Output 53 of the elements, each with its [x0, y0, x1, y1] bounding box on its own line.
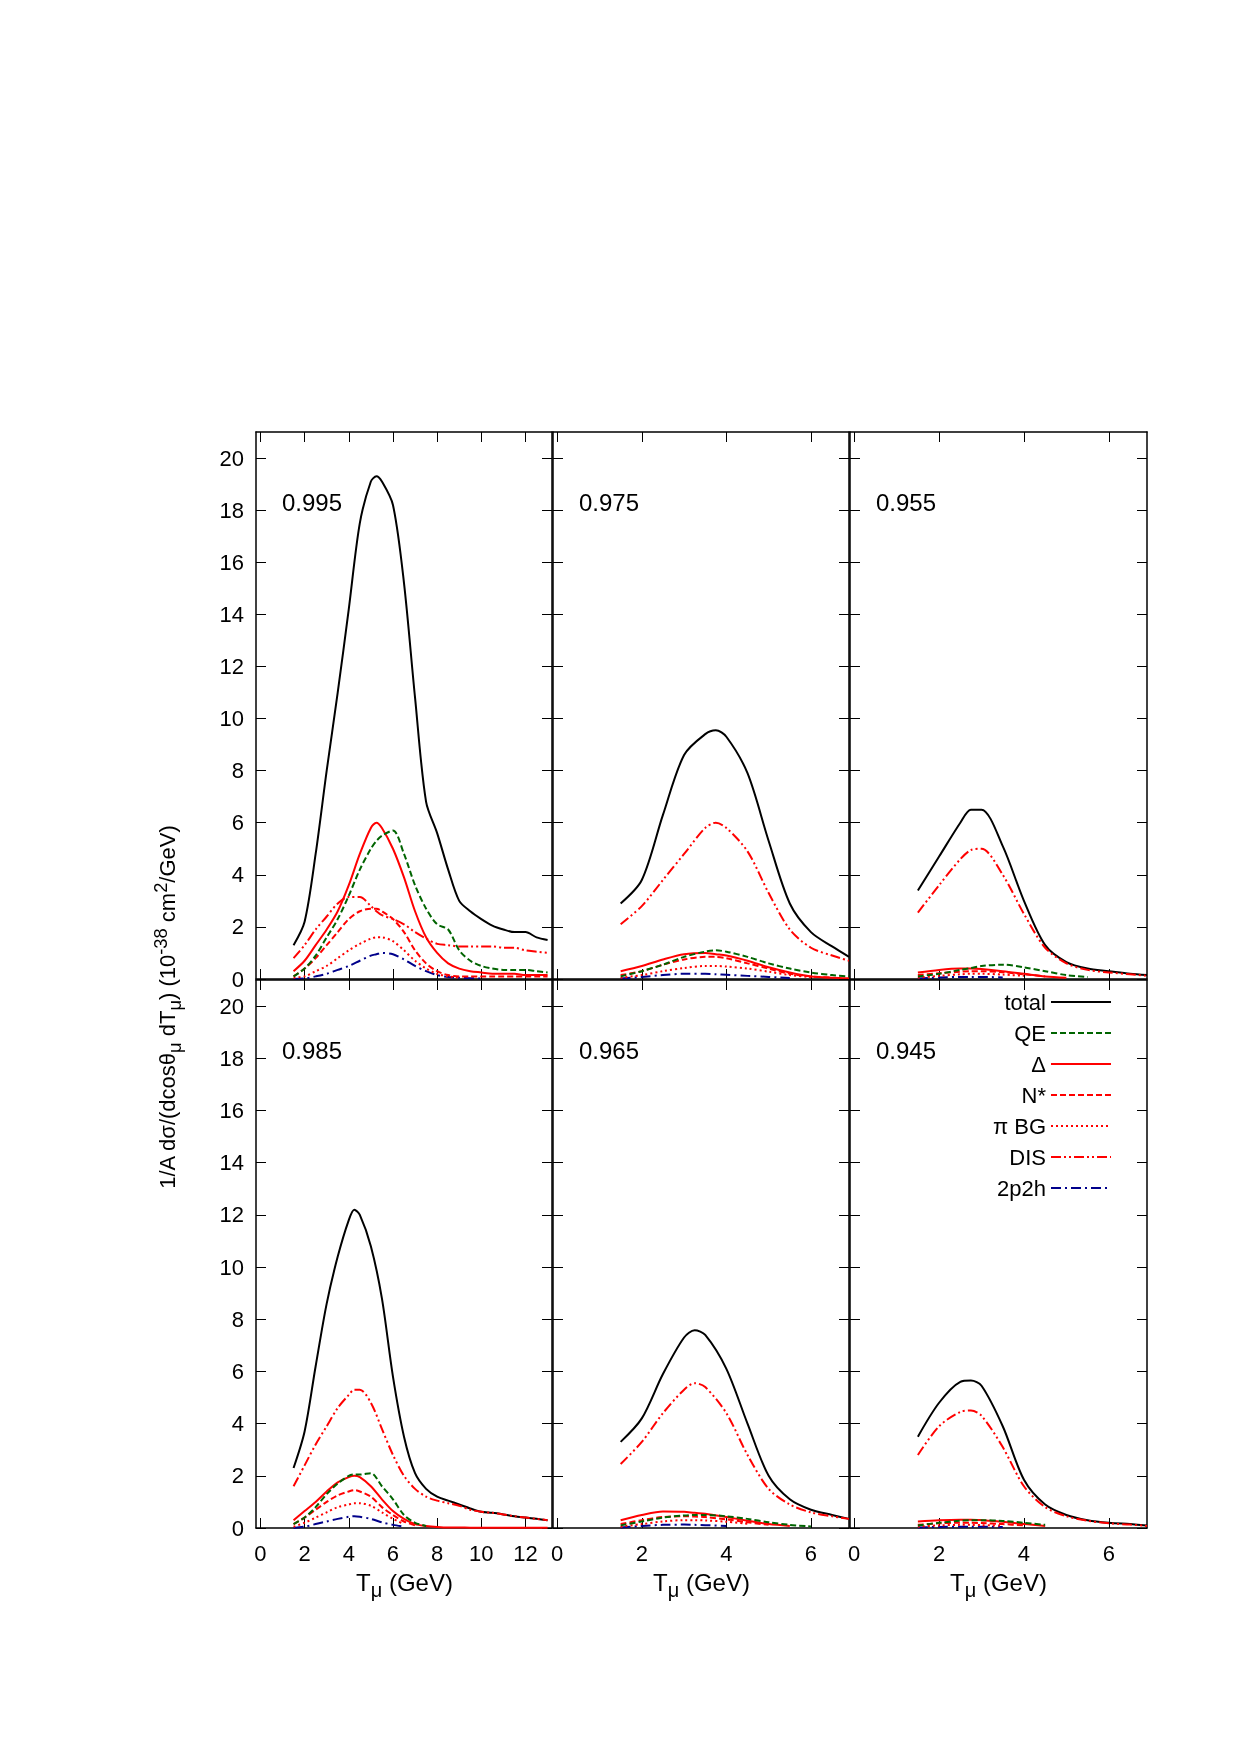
y-tick-label: 12: [219, 1201, 244, 1227]
y-tick-label: 10: [219, 706, 244, 732]
y-tick-label: 14: [219, 1149, 244, 1175]
y-tick-label: 10: [219, 1254, 244, 1280]
x-tick-label: 0: [254, 1540, 267, 1565]
y-tick-label: 6: [231, 810, 244, 836]
y-tick-label: 8: [231, 1306, 244, 1332]
annotation: 0.975: [579, 488, 640, 516]
y-tick-label: 18: [219, 497, 244, 523]
y-tick-label: 0: [231, 966, 244, 992]
x-tick-label: 2: [298, 1540, 311, 1565]
y-tick-label: 18: [219, 1045, 244, 1071]
annotation: 0.995: [282, 488, 343, 516]
x-tick-label: 4: [1017, 1540, 1031, 1565]
legend-label: N*: [1021, 1082, 1047, 1107]
x-tick-label: 10: [469, 1540, 494, 1565]
y-tick-label: 8: [231, 758, 244, 784]
legend-label: Δ: [1031, 1051, 1047, 1076]
x-tick-label: 0: [848, 1540, 861, 1565]
x-axis-title: T$_{μ}$ (GeV): [653, 1569, 750, 1602]
x-tick-label: 4: [720, 1540, 733, 1565]
legend-label: DIS: [1009, 1144, 1046, 1169]
x-tick-label: 6: [1102, 1540, 1115, 1565]
annotation: 0.955: [876, 488, 937, 516]
y-tick-label: 0: [231, 1515, 244, 1540]
y-tick-label: 2: [231, 914, 244, 940]
y-tick-label: 2: [231, 1462, 244, 1488]
legend-label: QE: [1014, 1020, 1046, 1045]
x-axis-title: T$_{μ}$ (GeV): [356, 1569, 453, 1602]
x-tick-label: 6: [804, 1540, 818, 1565]
x-tick-label: 0: [551, 1540, 564, 1565]
y-tick-label: 20: [219, 445, 244, 471]
x-tick-label: 12: [513, 1540, 538, 1565]
legend-label: total: [1004, 989, 1046, 1014]
y-tick-label: 14: [219, 601, 244, 627]
y-tick-label: 16: [219, 1097, 244, 1123]
legend-label: 2p2h: [997, 1175, 1046, 1200]
x-tick-label: 2: [635, 1540, 648, 1565]
x-tick-label: 8: [431, 1540, 444, 1565]
x-axis-title: T$_{μ}$ (GeV): [950, 1569, 1047, 1602]
x-tick-label: 6: [386, 1540, 400, 1565]
y-tick-label: 4: [231, 1410, 244, 1436]
y-tick-label: 4: [231, 862, 244, 888]
y-tick-label: 6: [231, 1358, 244, 1384]
y-tick-label: 12: [219, 653, 244, 679]
annotation: 0.965: [579, 1036, 640, 1063]
y-tick-label: 16: [219, 549, 244, 575]
x-tick-label: 2: [932, 1540, 946, 1565]
x-tick-label: 4: [342, 1540, 355, 1565]
annotation: 0.985: [282, 1036, 343, 1063]
legend-label: π BG: [992, 1113, 1046, 1138]
y-tick-label: 20: [219, 993, 244, 1019]
annotation: 0.945: [876, 1036, 937, 1063]
